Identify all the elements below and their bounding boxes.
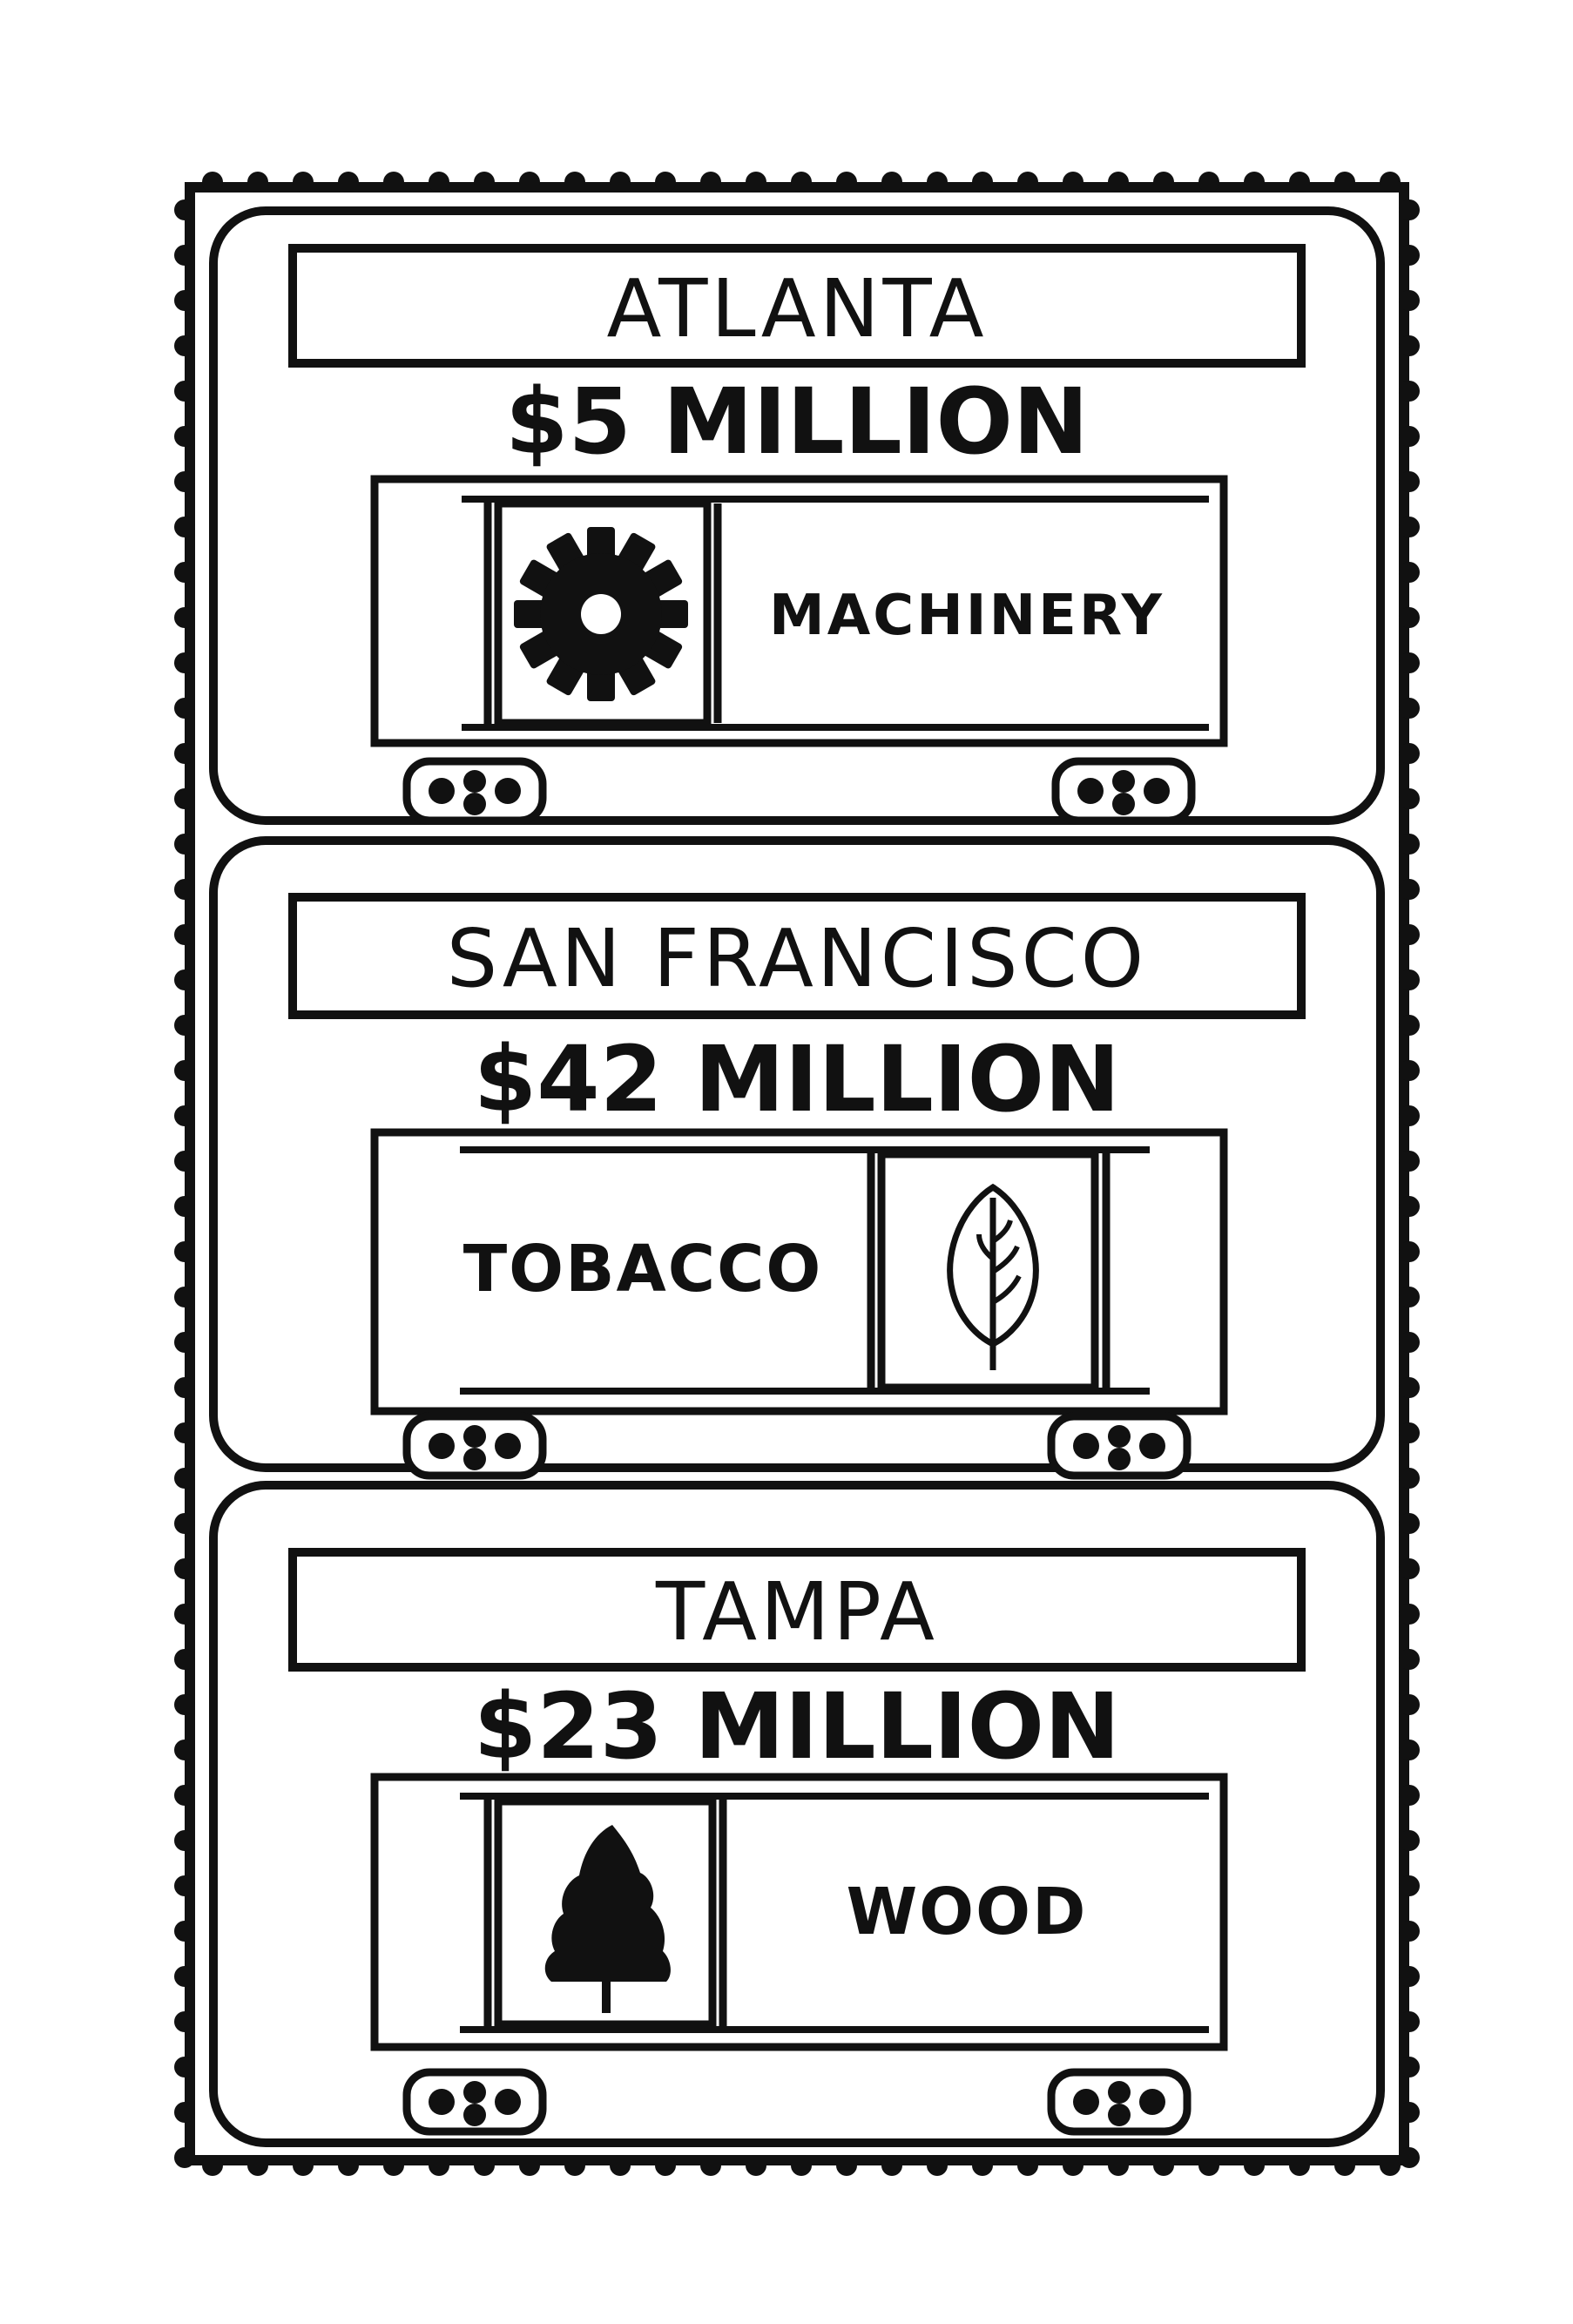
cargo-label: MACHINERY — [769, 584, 1165, 648]
wheel-truck-icon — [1056, 761, 1192, 821]
cargo-label: TOBACCO — [463, 1232, 823, 1307]
boxcar: TOBACCO — [370, 1128, 1228, 1476]
stamp-tampa: TAMPA $23 MILLION WOOD — [209, 1481, 1385, 2147]
perforated-border — [174, 172, 1420, 2176]
wheel-truck-icon — [407, 1416, 543, 1476]
city-name: SAN FRANCISCO — [447, 912, 1147, 1005]
gear-icon — [514, 527, 688, 701]
boxcar: WOOD — [370, 1773, 1228, 2131]
tobacco-leaf-icon — [947, 1183, 1039, 1370]
wheel-truck-icon — [1051, 2072, 1187, 2131]
amount-label: $42 MILLION — [474, 1026, 1120, 1132]
city-name: TAMPA — [655, 1565, 938, 1659]
boxcar: MACHINERY — [370, 475, 1228, 821]
wheel-truck-icon — [1051, 1416, 1187, 1476]
pine-tree-icon — [544, 1825, 671, 2013]
cargo-label: WOOD — [847, 1875, 1088, 1949]
stamp-san-francisco: SAN FRANCISCO $42 MILLION TOBACCO — [209, 836, 1385, 1476]
city-name: ATLANTA — [606, 262, 987, 355]
wheel-truck-icon — [407, 2072, 543, 2131]
wheel-truck-icon — [407, 761, 543, 821]
amount-label: $5 MILLION — [505, 368, 1089, 475]
amount-label: $23 MILLION — [474, 1673, 1120, 1780]
stamp-atlanta: ATLANTA $5 MILLION MACHINERY — [209, 206, 1385, 825]
